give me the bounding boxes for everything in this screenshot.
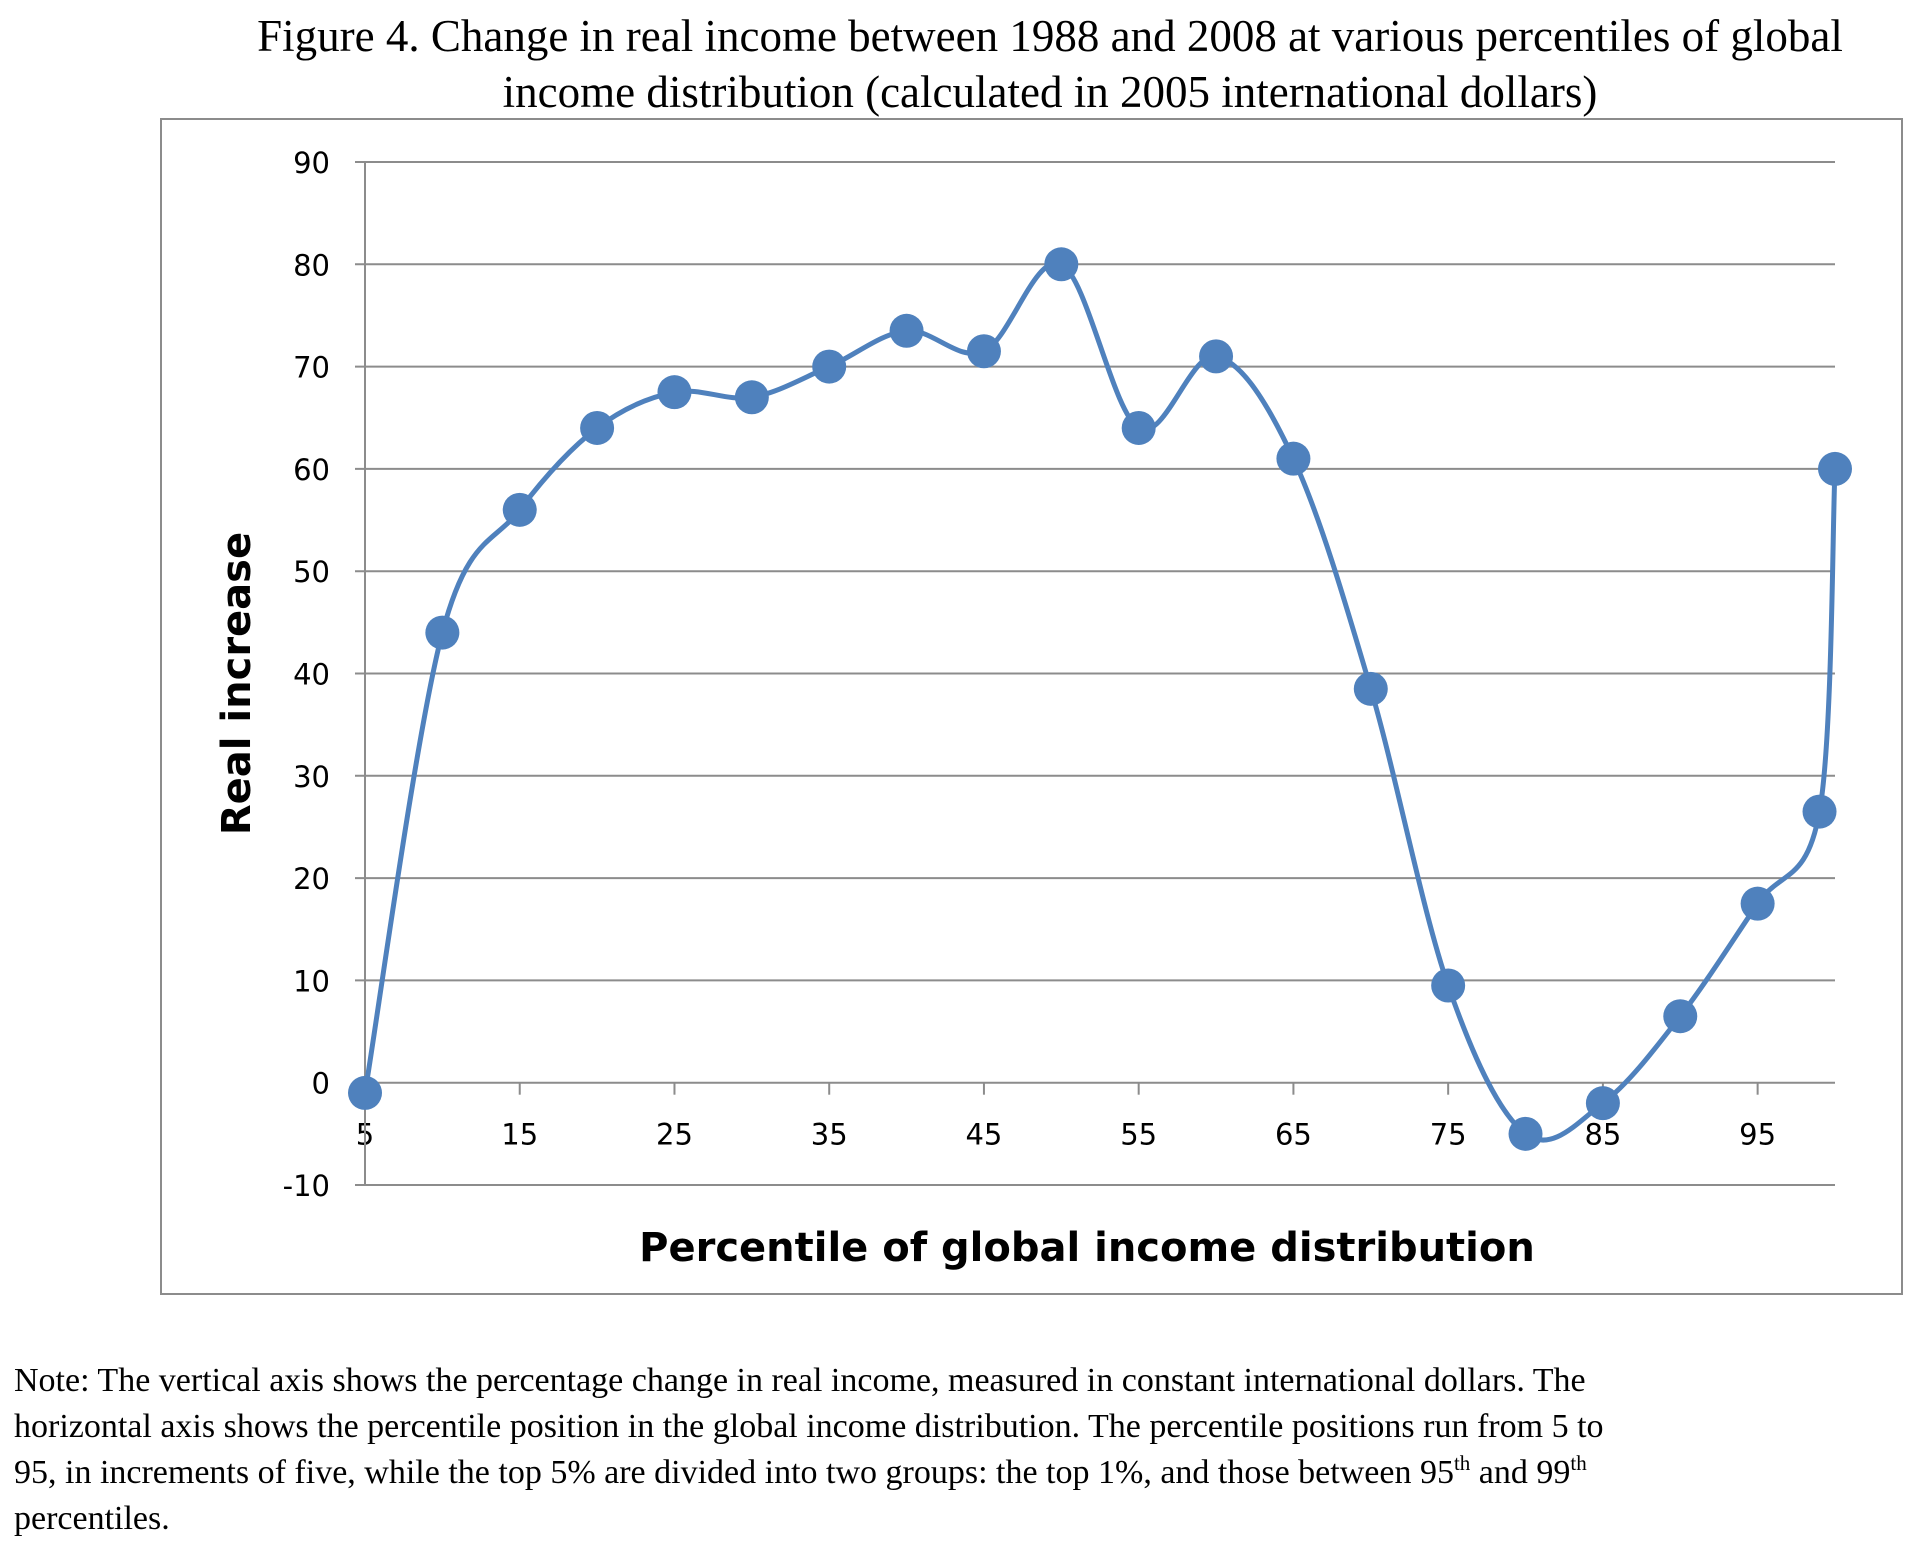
y-tick-label: 40 [293,658,330,692]
data-point [425,615,460,650]
y-tick-label: 0 [312,1067,330,1101]
x-tick-label: 15 [501,1118,538,1152]
note-line-3a: 95, in increments of five, while the top… [14,1454,1454,1491]
note-line-2: horizontal axis shows the percentile pos… [14,1408,1604,1445]
y-tick-label: 70 [293,351,330,385]
data-point [1740,886,1775,921]
y-tick-labels: -10 0 10 20 30 40 50 60 70 80 90 [283,146,330,1203]
y-tick-label: 80 [293,248,330,282]
note-line-3b: and 99 [1470,1454,1571,1491]
y-tick-label: -10 [283,1169,330,1203]
x-tick-label: 35 [811,1118,848,1152]
data-point [1508,1116,1543,1151]
figure-title-line-2: income distribution (calculated in 2005 … [502,67,1598,117]
data-point [734,380,769,415]
data-point [1663,999,1698,1034]
note-line-3: 95, in increments of five, while the top… [14,1450,1914,1496]
x-tick-label: 75 [1430,1118,1467,1152]
data-point [348,1075,382,1110]
data-point [1276,441,1311,476]
data-point [889,313,924,348]
x-axis-label: Percentile of global income distribution [639,1225,1535,1271]
x-tick-label: 45 [965,1118,1002,1152]
y-tick-label: 20 [293,862,330,896]
gridlines [355,161,1835,1186]
data-point [657,375,692,410]
x-tick-label: 85 [1584,1118,1621,1152]
note-superscript-2: th [1570,1451,1587,1475]
x-tick-label: 55 [1120,1118,1157,1152]
series-line [362,260,1838,1143]
figure-note: Note: The vertical axis shows the percen… [14,1358,1914,1542]
data-point [1044,247,1079,282]
data-points [348,247,1852,1151]
x-tick-label: 25 [656,1118,693,1152]
x-tick-label: 65 [1275,1118,1312,1152]
data-point [1585,1086,1620,1121]
y-tick-label: 50 [293,555,330,589]
data-point [502,492,537,527]
data-point [1353,671,1388,706]
data-point [1431,968,1466,1003]
y-tick-label: 90 [293,146,330,180]
y-tick-label: 10 [293,964,330,998]
data-point [966,334,1001,369]
data-point [580,410,615,445]
y-tick-label: 30 [293,760,330,794]
chart-frame: -10 0 10 20 30 40 50 60 70 80 90 5 15 25 35 45 55 65 75 85… [160,118,1903,1295]
figure-title-line-1: Figure 4. Change in real income between … [257,11,1843,61]
note-line-4: percentiles. [14,1500,170,1537]
data-point [1818,451,1852,486]
data-point [1199,339,1234,374]
note-superscript-1: th [1453,1451,1471,1475]
data-point [1121,410,1156,445]
x-tick-label: 95 [1739,1118,1776,1152]
y-tick-label: 60 [293,453,330,487]
data-point [1802,794,1837,829]
data-point [812,349,847,384]
figure-title: Figure 4. Change in real income between … [190,8,1910,120]
note-line-1: Note: The vertical axis shows the percen… [14,1362,1586,1399]
y-axis-label: Real increase [214,532,260,835]
